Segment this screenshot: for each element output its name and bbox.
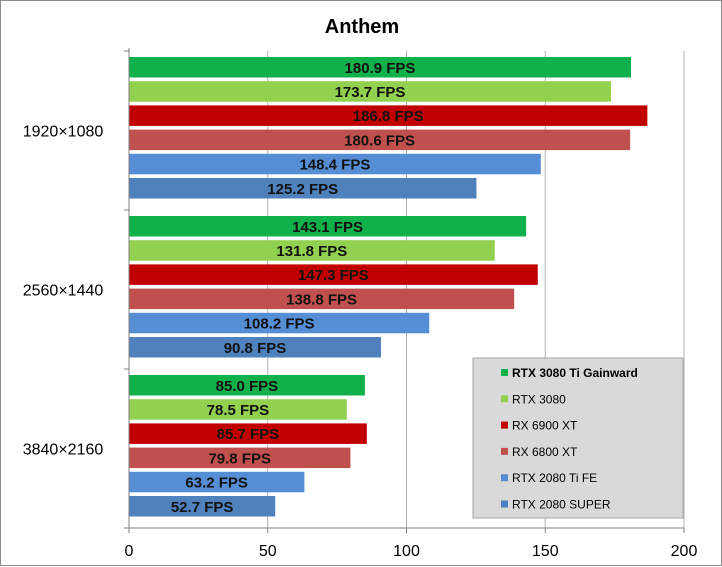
bar-data-label: 173.7 FPS (335, 84, 406, 101)
bar (129, 312, 430, 334)
bar-labels: 180.9 FPS 173.7 FPS 186.8 FPS 180.6 FPS 148.… (171, 60, 424, 516)
legend: RTX 3080 Ti Gainward RTX 3080 RX 6900 XT RX… (472, 357, 684, 519)
category-label: 2560×1440 (23, 283, 104, 300)
bar (129, 81, 612, 102)
x-tick-label: 100 (393, 543, 420, 560)
bar-data-label: 147.3 FPS (298, 267, 369, 284)
bar-data-label: 52.7 FPS (171, 499, 234, 516)
bar (129, 288, 515, 310)
x-tick-label: 50 (259, 543, 277, 560)
category-label: 1920×1080 (23, 124, 104, 141)
bar-data-label: 143.1 FPS (292, 219, 363, 236)
legend-entry: RTX 2080 SUPER (512, 498, 611, 512)
legend-swatch (501, 500, 508, 508)
bar (129, 178, 477, 199)
bar-data-label: 63.2 FPS (185, 475, 248, 492)
bar-data-label: 138.8 FPS (286, 291, 357, 308)
legend-swatch (501, 421, 508, 429)
x-tick-label: 150 (532, 543, 559, 560)
bar (129, 447, 351, 469)
legend-swatch (501, 369, 508, 376)
bar-data-label: 78.5 FPS (207, 402, 270, 419)
bar (129, 423, 367, 444)
bars (129, 57, 648, 517)
chart-title: Anthem (325, 16, 399, 38)
legend-entry: RTX 2080 Ti FE (512, 471, 597, 485)
bar-data-label: 186.8 FPS (353, 108, 424, 125)
bar (129, 496, 276, 517)
bar (129, 264, 538, 285)
legend-entry: RX 6900 XT (512, 419, 578, 433)
legend-swatch (501, 474, 508, 482)
bar-data-label: 108.2 FPS (244, 316, 315, 333)
bar (129, 216, 527, 237)
bar (129, 105, 648, 126)
bar-data-label: 79.8 FPS (208, 450, 271, 467)
bar (129, 57, 631, 78)
bar (129, 337, 381, 358)
bar (129, 240, 495, 261)
axes: 0 50 100 150 200 1920×1080 2560×1440 3840×2160 (23, 48, 698, 560)
legend-entry: RTX 3080 (512, 392, 566, 406)
legend-swatch (501, 395, 508, 403)
bar (129, 153, 541, 175)
category-label: 3840×2160 (23, 442, 104, 459)
bar-data-label: 180.6 FPS (344, 132, 415, 149)
x-tick-label: 200 (671, 543, 698, 560)
bar-data-label: 125.2 FPS (267, 181, 338, 198)
legend-entry: RX 6800 XT (512, 445, 578, 459)
bar-data-label: 148.4 FPS (299, 157, 370, 174)
bar (129, 399, 347, 420)
bar-data-label: 131.8 FPS (276, 243, 347, 260)
bar-data-label: 180.9 FPS (345, 60, 416, 77)
bar-data-label: 90.8 FPS (224, 340, 287, 357)
legend-swatch (501, 447, 508, 455)
bar (129, 129, 631, 151)
legend-box (472, 357, 684, 519)
bar (129, 471, 305, 493)
legend-entry: RTX 3080 Ti Gainward (512, 366, 638, 380)
bar-data-label: 85.0 FPS (216, 378, 279, 395)
bar (129, 375, 365, 396)
bar-data-label: 85.7 FPS (217, 426, 280, 443)
x-tick-label: 0 (125, 543, 134, 560)
